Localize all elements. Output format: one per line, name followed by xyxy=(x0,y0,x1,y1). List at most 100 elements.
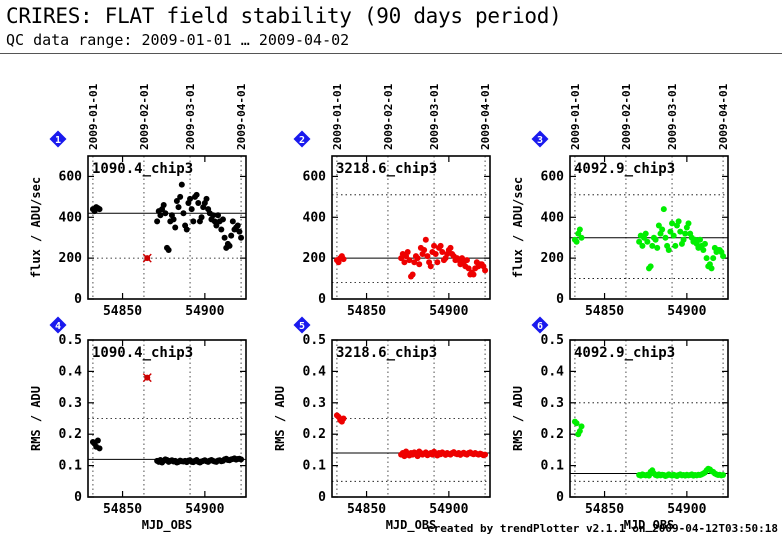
data-point xyxy=(720,472,727,479)
data-point xyxy=(411,259,418,266)
y-tick-label: 400 xyxy=(303,210,327,225)
x-axis-label: MJD_OBS xyxy=(624,518,675,533)
y-tick-label: 200 xyxy=(303,251,327,266)
date-tick-label: 2009-03-01 xyxy=(666,83,679,150)
x-tick-label: 54850 xyxy=(103,304,142,319)
data-point xyxy=(701,240,708,247)
y-tick-label: 600 xyxy=(59,169,83,184)
panel-number: 5 xyxy=(299,321,305,332)
x-tick-label: 54900 xyxy=(185,502,224,517)
data-point xyxy=(432,251,439,258)
data-point xyxy=(670,232,677,239)
data-point xyxy=(160,202,167,209)
panel-number: 1 xyxy=(55,135,61,146)
outlier-marker xyxy=(142,373,152,383)
y-tick-label: 0.4 xyxy=(541,364,565,379)
data-point xyxy=(188,206,195,213)
data-point xyxy=(675,218,682,225)
data-point xyxy=(165,246,172,253)
y-axis-label: RMS / ADU xyxy=(511,386,525,451)
y-axis-label: RMS / ADU xyxy=(273,386,287,451)
x-tick-label: 54850 xyxy=(347,304,386,319)
x-tick-label: 54900 xyxy=(429,502,468,517)
data-point xyxy=(340,256,347,263)
data-point xyxy=(190,218,197,225)
data-point xyxy=(434,259,441,266)
panel-label: 3218.6_chip3 xyxy=(336,345,437,361)
data-point xyxy=(431,242,438,249)
y-tick-label: 0.1 xyxy=(541,459,565,474)
data-point xyxy=(236,228,243,235)
data-point xyxy=(644,238,651,245)
chart-panel-3 xyxy=(531,130,729,300)
y-tick-label: 0 xyxy=(74,292,82,307)
y-tick-label: 0.2 xyxy=(303,427,326,442)
data-point xyxy=(219,216,226,223)
data-point xyxy=(170,216,177,223)
data-point xyxy=(210,212,217,219)
data-point xyxy=(213,222,220,229)
data-point xyxy=(406,257,413,264)
data-point xyxy=(183,226,190,233)
chart-panel-4 xyxy=(49,316,247,498)
page-subtitle: QC data range: 2009-01-01 … 2009-04-02 xyxy=(6,31,350,49)
data-point xyxy=(215,212,222,219)
page-title: CRIRES: FLAT field stability (90 days pe… xyxy=(6,4,562,28)
panel-frame xyxy=(569,155,729,300)
panel-number: 4 xyxy=(55,321,61,332)
date-tick-label: 2009-01-01 xyxy=(569,83,582,150)
y-tick-label: 0.4 xyxy=(303,364,327,379)
panel-label: 4092.9_chip3 xyxy=(574,161,675,177)
data-point xyxy=(96,206,103,213)
y-tick-label: 400 xyxy=(59,210,83,225)
data-point xyxy=(234,222,241,229)
panel-frame xyxy=(569,339,729,498)
panel-badge-icon xyxy=(531,316,549,334)
panel-badge-icon xyxy=(293,130,311,148)
panel-frame xyxy=(331,155,491,300)
data-point xyxy=(655,222,662,229)
data-point xyxy=(682,230,689,237)
data-point xyxy=(447,244,454,251)
x-tick-label: 54850 xyxy=(103,502,142,517)
panel-label: 4092.9_chip3 xyxy=(574,345,675,361)
chart-panel-2 xyxy=(293,130,491,300)
chart-panel-5 xyxy=(293,316,491,498)
data-point xyxy=(439,249,446,256)
data-point xyxy=(424,253,431,260)
data-point xyxy=(697,236,704,243)
data-point xyxy=(703,255,710,262)
data-point xyxy=(409,271,416,278)
data-point xyxy=(677,228,684,235)
y-tick-label: 0.5 xyxy=(303,333,326,348)
panel-frame xyxy=(87,155,247,300)
data-point xyxy=(669,220,676,227)
data-point xyxy=(414,255,421,262)
data-point xyxy=(404,249,411,256)
data-point xyxy=(465,265,472,272)
date-tick-label: 2009-03-01 xyxy=(184,83,197,150)
data-point xyxy=(187,195,194,202)
data-point xyxy=(463,257,470,264)
data-point xyxy=(195,199,202,206)
y-axis-label: flux / ADU/sec xyxy=(511,177,525,278)
data-point xyxy=(470,271,477,278)
y-tick-label: 0 xyxy=(556,490,564,505)
data-point xyxy=(96,445,103,452)
x-axis-label: MJD_OBS xyxy=(142,518,193,533)
date-tick-label: 2009-01-01 xyxy=(87,83,100,150)
data-point xyxy=(177,193,184,200)
data-point xyxy=(665,246,672,253)
data-point xyxy=(654,244,661,251)
data-point xyxy=(178,181,185,188)
data-point xyxy=(180,210,187,217)
data-point xyxy=(710,255,717,262)
date-tick-label: 2009-04-01 xyxy=(717,83,730,150)
panel-number: 6 xyxy=(537,321,543,332)
chart-panel-6 xyxy=(531,316,729,498)
data-point xyxy=(636,238,643,245)
y-tick-label: 0.3 xyxy=(303,396,326,411)
data-point xyxy=(720,253,727,260)
x-tick-label: 54900 xyxy=(429,304,468,319)
